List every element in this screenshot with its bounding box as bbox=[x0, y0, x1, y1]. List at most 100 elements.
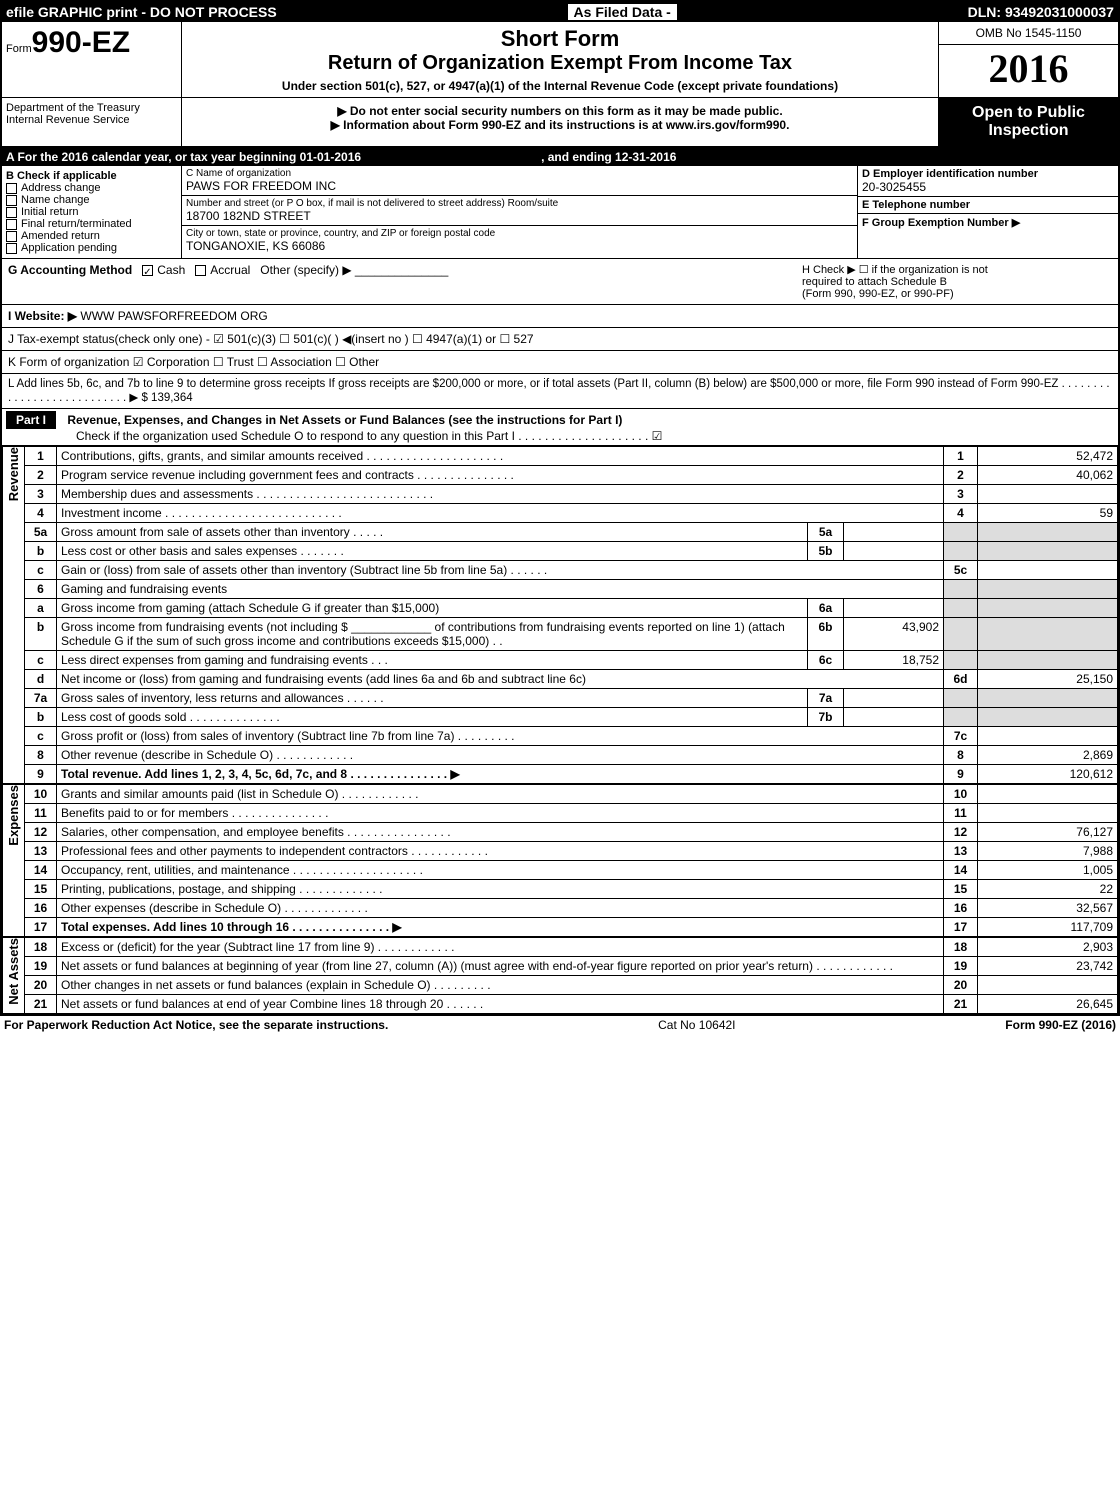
revenue-label: Revenue bbox=[6, 447, 21, 501]
footer-left: For Paperwork Reduction Act Notice, see … bbox=[4, 1018, 388, 1032]
netassets-vlabel: Net Assets bbox=[2, 937, 24, 1014]
part-i-header: Part I Revenue, Expenses, and Changes in… bbox=[2, 409, 1118, 446]
b-label: B Check if applicable bbox=[6, 170, 177, 182]
table-row: 6Gaming and fundraising events bbox=[25, 580, 1118, 599]
mini-amt: 18,752 bbox=[844, 651, 944, 670]
section-c: C Name of organization PAWS FOR FREEDOM … bbox=[182, 166, 858, 258]
footer: For Paperwork Reduction Act Notice, see … bbox=[0, 1016, 1120, 1034]
line-desc: Occupancy, rent, utilities, and maintena… bbox=[57, 861, 944, 880]
table-row: 11Benefits paid to or for members . . . … bbox=[25, 804, 1118, 823]
mini-num: 6b bbox=[808, 618, 844, 651]
mini-amt bbox=[844, 542, 944, 561]
mini-num: 6a bbox=[808, 599, 844, 618]
d-label: D Employer identification number bbox=[862, 168, 1114, 180]
line-num: c bbox=[25, 727, 57, 746]
f-label: F Group Exemption Number ▶ bbox=[862, 216, 1114, 229]
checkbox-icon[interactable] bbox=[6, 243, 17, 254]
g-cash: Cash bbox=[157, 263, 185, 277]
line-num: 16 bbox=[25, 899, 57, 918]
col-num: 16 bbox=[944, 899, 978, 918]
checkbox-icon[interactable] bbox=[6, 183, 17, 194]
c-city-label: City or town, state or province, country… bbox=[186, 228, 853, 239]
bcdef-block: B Check if applicable Address change Nam… bbox=[2, 166, 1118, 259]
mini-amt bbox=[844, 689, 944, 708]
checkbox-accrual-icon[interactable] bbox=[195, 265, 206, 276]
footer-right: Form 990-EZ (2016) bbox=[1005, 1018, 1116, 1032]
line-desc: Net assets or fund balances at beginning… bbox=[57, 957, 944, 976]
table-row: cGross profit or (loss) from sales of in… bbox=[25, 727, 1118, 746]
row-k: K Form of organization ☑ Corporation ☐ T… bbox=[2, 351, 1118, 374]
checkbox-icon[interactable] bbox=[6, 207, 17, 218]
c-city-cell: City or town, state or province, country… bbox=[182, 226, 857, 255]
amount: 22 bbox=[978, 880, 1118, 899]
line-desc: Membership dues and assessments . . . . … bbox=[57, 485, 944, 504]
mini-num: 7b bbox=[808, 708, 844, 727]
amount bbox=[978, 785, 1118, 804]
e-label: E Telephone number bbox=[862, 199, 1114, 211]
shaded-cell bbox=[944, 542, 978, 561]
b-item-label: Application pending bbox=[21, 242, 117, 254]
revenue-vlabel: Revenue bbox=[2, 446, 24, 784]
g-other: Other (specify) ▶ bbox=[260, 263, 351, 277]
line-num: c bbox=[25, 651, 57, 670]
line-desc: Gross profit or (loss) from sales of inv… bbox=[57, 727, 944, 746]
line-num: 6 bbox=[25, 580, 57, 599]
b-address-change: Address change bbox=[6, 182, 177, 194]
tax-year: 2016 bbox=[939, 45, 1118, 92]
mini-amt bbox=[844, 599, 944, 618]
table-row: 21Net assets or fund balances at end of … bbox=[25, 995, 1118, 1014]
j-text: J Tax-exempt status(check only one) - ☑ … bbox=[8, 332, 534, 346]
k-text: K Form of organization ☑ Corporation ☐ T… bbox=[8, 355, 379, 369]
col-num: 5c bbox=[944, 561, 978, 580]
table-row: 3Membership dues and assessments . . . .… bbox=[25, 485, 1118, 504]
line-desc: Program service revenue including govern… bbox=[57, 466, 944, 485]
table-row: bLess cost of goods sold . . . . . . . .… bbox=[25, 708, 1118, 727]
header-row1: Form990-EZ Short Form Return of Organiza… bbox=[2, 22, 1118, 98]
shaded-cell bbox=[944, 651, 978, 670]
section-b: B Check if applicable Address change Nam… bbox=[2, 166, 182, 258]
table-row: 2Program service revenue including gover… bbox=[25, 466, 1118, 485]
mini-num: 5a bbox=[808, 523, 844, 542]
line-desc: Excess or (deficit) for the year (Subtra… bbox=[57, 938, 944, 957]
row-j: J Tax-exempt status(check only one) - ☑ … bbox=[2, 328, 1118, 351]
g-label: G Accounting Method bbox=[8, 263, 132, 277]
table-row: 16Other expenses (describe in Schedule O… bbox=[25, 899, 1118, 918]
note-ssn: ▶ Do not enter social security numbers o… bbox=[188, 104, 932, 118]
shaded-cell bbox=[978, 618, 1118, 651]
col-num: 20 bbox=[944, 976, 978, 995]
line-num: 8 bbox=[25, 746, 57, 765]
checkbox-icon[interactable] bbox=[6, 231, 17, 242]
c-name-label: C Name of organization bbox=[186, 168, 853, 179]
header-row2: Department of the Treasury Internal Reve… bbox=[2, 98, 1118, 148]
line-num: 13 bbox=[25, 842, 57, 861]
col-num: 12 bbox=[944, 823, 978, 842]
line-num: 4 bbox=[25, 504, 57, 523]
amount bbox=[978, 804, 1118, 823]
amount: 25,150 bbox=[978, 670, 1118, 689]
amount: 32,567 bbox=[978, 899, 1118, 918]
netassets-table: 18Excess or (deficit) for the year (Subt… bbox=[24, 937, 1118, 1014]
col-num: 3 bbox=[944, 485, 978, 504]
b-initial-return: Initial return bbox=[6, 206, 177, 218]
topbar-left: efile GRAPHIC print - DO NOT PROCESS bbox=[6, 4, 277, 20]
line-num: 18 bbox=[25, 938, 57, 957]
table-row: 15Printing, publications, postage, and s… bbox=[25, 880, 1118, 899]
table-row: dNet income or (loss) from gaming and fu… bbox=[25, 670, 1118, 689]
checkbox-icon[interactable] bbox=[6, 219, 17, 230]
form-990ez-page: efile GRAPHIC print - DO NOT PROCESS As … bbox=[0, 0, 1120, 1016]
footer-mid: Cat No 10642I bbox=[658, 1018, 735, 1032]
col-num: 17 bbox=[944, 918, 978, 937]
g-accrual: Accrual bbox=[210, 263, 250, 277]
shaded-cell bbox=[944, 689, 978, 708]
revenue-table: 1Contributions, gifts, grants, and simil… bbox=[24, 446, 1118, 784]
table-row: 7aGross sales of inventory, less returns… bbox=[25, 689, 1118, 708]
line-desc: Salaries, other compensation, and employ… bbox=[57, 823, 944, 842]
line-num: 17 bbox=[25, 918, 57, 937]
table-row: 17Total expenses. Add lines 10 through 1… bbox=[25, 918, 1118, 937]
b-item-label: Address change bbox=[21, 182, 101, 194]
line-num: b bbox=[25, 618, 57, 651]
checkbox-icon[interactable] bbox=[6, 195, 17, 206]
checkbox-cash-icon[interactable] bbox=[142, 265, 153, 276]
mini-num: 7a bbox=[808, 689, 844, 708]
part-i-check: Check if the organization used Schedule … bbox=[76, 429, 662, 443]
